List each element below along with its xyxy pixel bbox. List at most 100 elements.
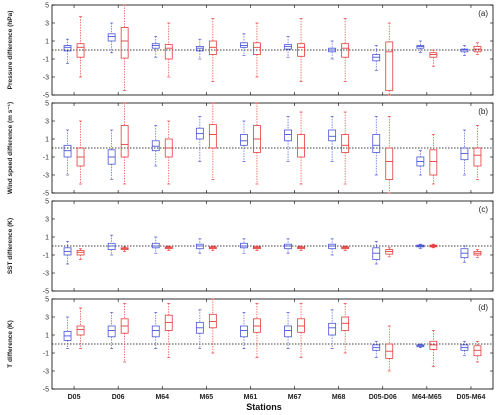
box-series1 [416,243,425,250]
y-tick-label: 3 [45,216,49,223]
x-tick-label: D05 [68,394,81,401]
box-series2 [76,248,85,260]
y-tick-label: -5 [43,386,49,393]
x-tick-label: M64-M65 [412,394,442,401]
box-series2 [385,247,394,258]
box-series2 [208,18,217,82]
box-series2 [164,22,173,78]
x-tick-label: D05-M64 [457,394,486,401]
box-series2 [297,245,305,251]
box-series1 [240,120,248,162]
box-series1 [195,116,204,162]
box-series2 [208,298,217,354]
y-axis-label: Pressure difference (hPa) [7,11,14,90]
box-series2 [297,111,305,185]
box-series1 [372,241,381,265]
x-axis-label: Stations [246,402,282,412]
y-tick-label: -1 [43,56,49,63]
box-iqr [341,43,350,58]
box-series2 [253,303,261,358]
box-iqr [164,314,173,331]
y-tick-label: 5 [45,2,49,9]
box-series2 [341,245,350,251]
box-series1 [460,129,469,176]
x-tick-label: D05-D06 [369,394,397,401]
box-iqr [120,27,129,59]
box-iqr [76,43,85,58]
y-tick-label: -3 [43,172,49,179]
y-tick-label: 3 [45,118,49,125]
box-series1 [63,241,72,265]
y-tick-label: 5 [45,296,49,303]
box-iqr [297,43,305,57]
box-series2 [385,325,394,372]
box-iqr [107,325,116,338]
box-iqr [164,44,173,60]
x-tick-label: D06 [112,394,125,401]
box-iqr [240,134,248,146]
box-iqr [328,129,337,142]
box-series1 [63,316,72,349]
box-series1 [63,38,72,64]
box-series1 [328,116,337,162]
box-iqr [328,322,337,336]
panel-label: (b) [478,107,488,116]
box-iqr [372,247,381,260]
box-series1 [151,312,160,349]
box-series1 [195,309,204,349]
box-series1 [328,40,337,60]
box-iqr [76,325,85,336]
box-series2 [473,340,482,363]
box-series1 [240,33,248,56]
box-series2 [120,246,129,252]
y-axis-label: SST difference (K) [7,218,14,274]
y-tick-label: 3 [45,314,49,321]
y-tick-label: -5 [43,288,49,295]
box-series2 [429,243,438,249]
box-series2 [297,303,305,358]
y-tick-label: 5 [45,100,49,107]
box-series2 [76,120,85,185]
box-series2 [429,330,438,367]
box-series1 [416,40,425,54]
box-iqr [473,147,482,167]
box-iqr [107,33,116,42]
box-series1 [151,36,160,58]
box-series1 [195,238,204,254]
box-series2 [253,245,261,251]
box-series1 [151,125,160,167]
box-series1 [372,340,381,358]
box-series2 [208,102,217,180]
panel-label: (a) [478,9,488,18]
box-iqr [284,325,292,338]
y-tick-label: -1 [43,154,49,161]
box-series1 [372,116,381,176]
y-tick-label: 1 [45,38,49,45]
box-iqr [460,147,469,161]
y-tick-label: 5 [45,198,49,205]
panel-b: -5 -3 -1 1 3 5 Wind speed difference (m s⁻¹) (b… [7,100,494,197]
y-axis-label: Wind speed difference (m s⁻¹) [7,102,14,194]
y-tick-label: 1 [45,136,49,143]
box-series2 [429,49,438,67]
box-series2 [120,4,129,91]
y-tick-label: 1 [45,332,49,339]
box-series2 [473,42,482,55]
box-series1 [328,238,337,256]
box-series2 [385,116,394,194]
box-series2 [164,120,173,185]
box-iqr [385,41,394,91]
y-tick-label: -5 [43,92,49,99]
x-tick-labels: D05 D06 M64 M65 M61 M67 M68 D05-D06 M64-M65 D05-M… [68,394,486,401]
box-iqr [385,147,394,180]
y-tick-label: 3 [45,20,49,27]
box-series1 [328,309,337,349]
x-tick-label: M68 [332,394,346,401]
x-tick-label: M61 [244,394,258,401]
box-series1 [460,245,469,263]
y-tick-label: -3 [43,368,49,375]
box-series2 [473,125,482,180]
box-series2 [385,22,394,96]
box-iqr [284,129,292,142]
box-series1 [63,129,72,176]
